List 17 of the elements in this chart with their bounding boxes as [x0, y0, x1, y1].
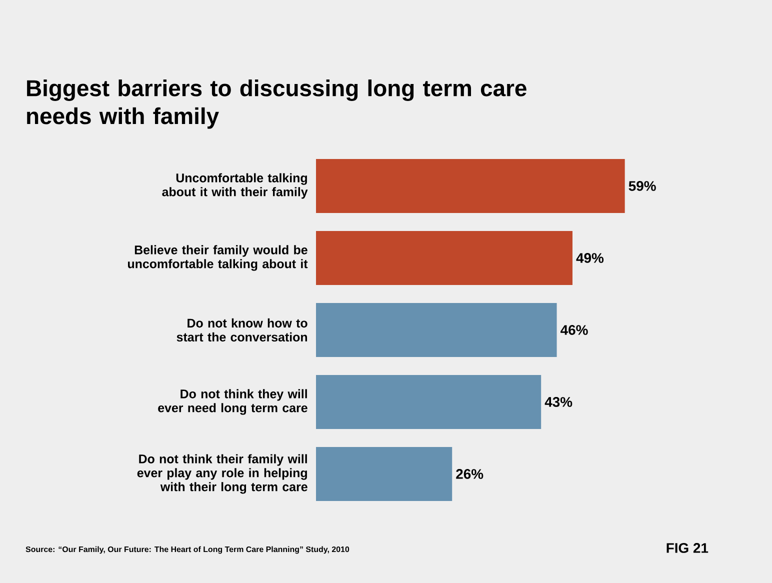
- y-tick-label: Do not think their family will ever play any role in helping with their long term care: [137, 454, 308, 494]
- chart-title: Biggest barriers to discussing long term care needs with family: [27, 80, 526, 129]
- data-label: 59%: [628, 181, 656, 191]
- bar: [316, 230, 572, 285]
- caption: FIG 21: [666, 543, 708, 553]
- y-tick-label: Do not think they will ever need long term care: [158, 389, 308, 415]
- y-tick-label: Uncomfortable talking about it with their family: [162, 173, 308, 199]
- y-tick-label: Believe their family would be uncomfortable talking about it: [128, 245, 308, 271]
- bar: [316, 374, 542, 429]
- data-label: 49%: [576, 253, 604, 263]
- data-label: 26%: [456, 469, 484, 479]
- y-tick-label: Do not know how to start the conversation: [176, 318, 308, 342]
- bar: [316, 446, 452, 501]
- data-label: 46%: [560, 325, 588, 335]
- bar: [316, 158, 625, 213]
- bar: [316, 302, 557, 357]
- data-label: 43%: [544, 397, 572, 407]
